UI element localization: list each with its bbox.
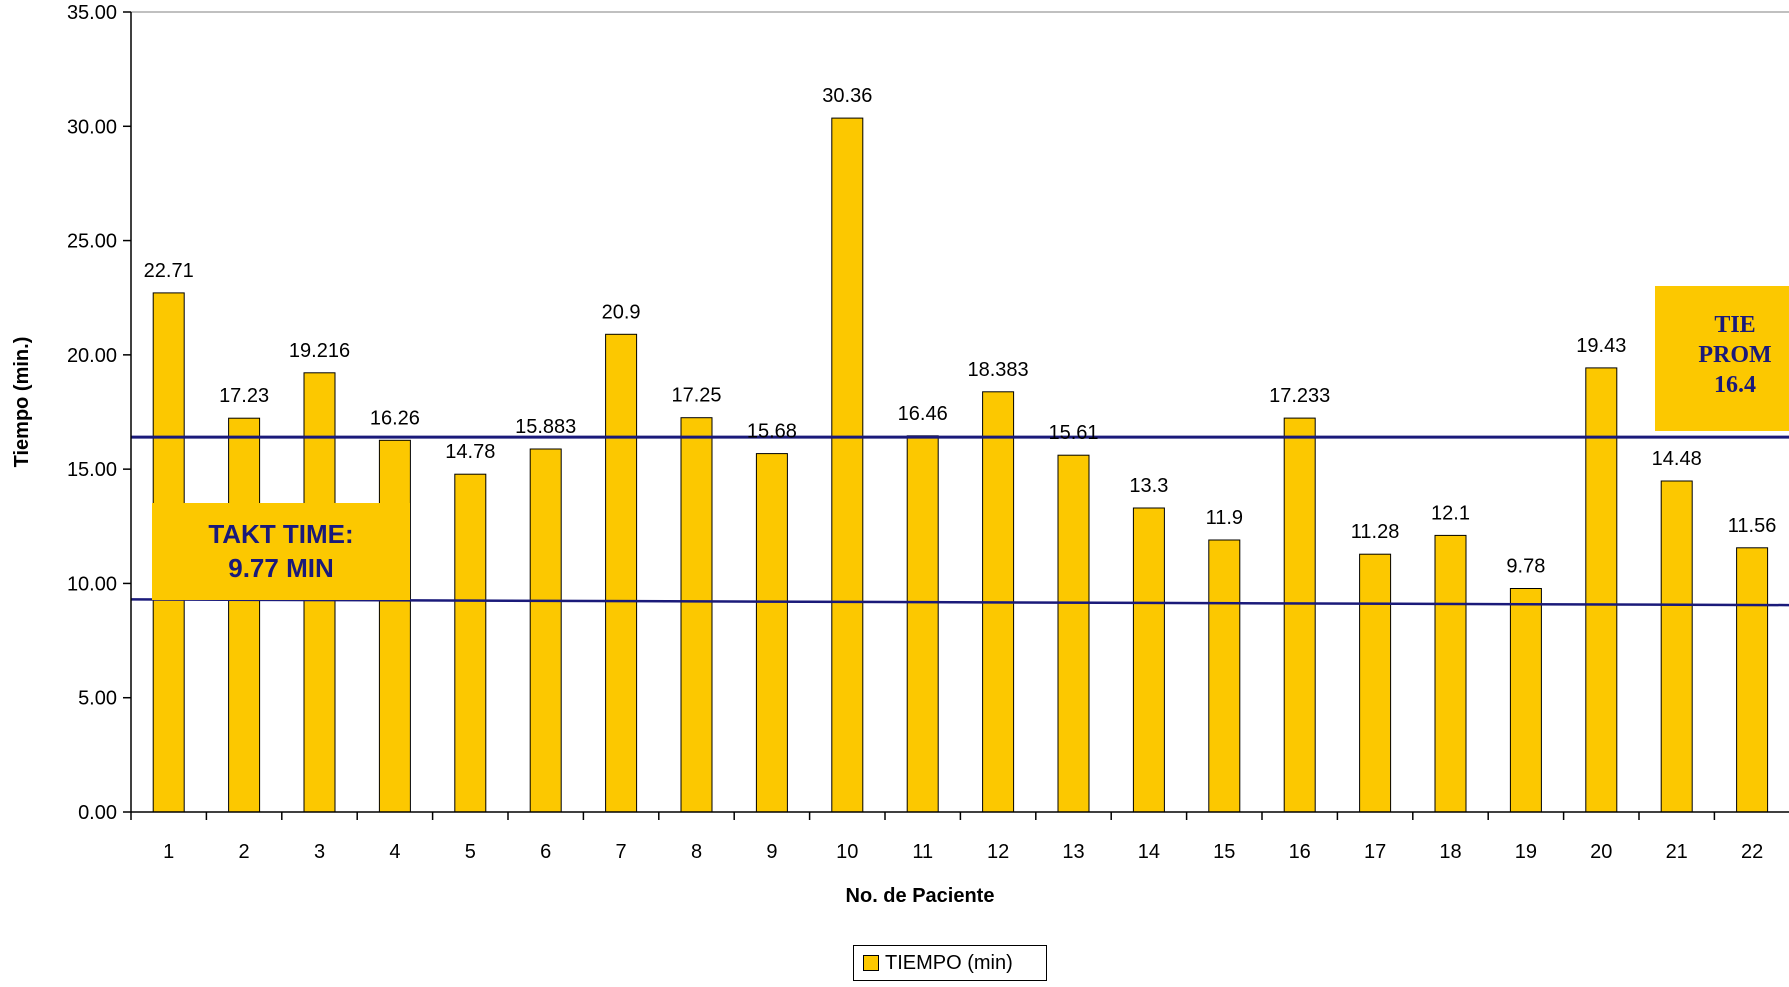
takt-time-label: TAKT TIME: <box>208 519 354 549</box>
average-time-value: 16.4 <box>1714 372 1756 398</box>
data-label-22: 11.56 <box>1728 515 1777 537</box>
data-label-21: 14.48 <box>1652 448 1702 470</box>
x-tick-label-3: 3 <box>314 841 325 863</box>
data-label-19: 9.78 <box>1506 556 1545 578</box>
data-label-9: 15.68 <box>747 421 797 443</box>
bar-21 <box>1660 480 1693 813</box>
x-tick-label-11: 11 <box>912 841 933 863</box>
bar-9 <box>755 453 788 813</box>
data-label-8: 17.25 <box>671 385 721 407</box>
bar-10 <box>831 117 864 813</box>
data-label-2: 17.23 <box>219 385 269 407</box>
y-tick-label-1: 5.00 <box>78 688 117 710</box>
legend-label: TIEMPO (min) <box>885 951 1013 974</box>
y-tick-label-4: 20.00 <box>67 345 117 367</box>
x-tick-label-5: 5 <box>465 841 476 863</box>
data-label-5: 14.78 <box>445 441 495 463</box>
x-tick-label-1: 1 <box>163 841 174 863</box>
data-label-20: 19.43 <box>1576 335 1626 357</box>
bars-layer <box>152 117 1769 813</box>
x-tick-label-14: 14 <box>1138 841 1160 863</box>
takt-time-line <box>130 598 1789 607</box>
x-tick-label-15: 15 <box>1213 841 1235 863</box>
y-tick-label-6: 30.00 <box>67 116 117 138</box>
legend-swatch <box>863 955 879 971</box>
x-tick-label-13: 13 <box>1062 841 1084 863</box>
y-tick-label-7: 35.00 <box>67 2 117 24</box>
bar-17 <box>1359 553 1392 813</box>
data-label-7: 20.9 <box>602 301 641 323</box>
bar-22 <box>1736 547 1769 813</box>
takt-time-annotation: TAKT TIME: 9.77 MIN <box>152 503 410 600</box>
bar-15 <box>1208 539 1241 813</box>
x-tick-label-17: 17 <box>1364 841 1386 863</box>
x-tick-label-7: 7 <box>616 841 627 863</box>
data-label-4: 16.26 <box>370 407 420 429</box>
x-tick-label-4: 4 <box>389 841 400 863</box>
x-tick-label-6: 6 <box>540 841 551 863</box>
x-tick-label-18: 18 <box>1439 841 1461 863</box>
bar-8 <box>680 417 713 813</box>
data-label-1: 22.71 <box>144 260 194 282</box>
reference-lines-layer <box>130 435 1789 607</box>
y-tick-label-0: 0.00 <box>78 802 117 824</box>
x-tick-label-12: 12 <box>987 841 1009 863</box>
x-axis-title: No. de Paciente <box>846 885 995 907</box>
x-tick-label-9: 9 <box>766 841 777 863</box>
data-label-14: 13.3 <box>1129 475 1168 497</box>
y-tick-label-5: 25.00 <box>67 231 117 253</box>
axes-layer <box>123 11 1789 820</box>
y-axis-title: Tiempo (min.) <box>11 337 33 468</box>
data-label-13: 15.61 <box>1048 422 1098 444</box>
takt-time-value: 9.77 MIN <box>228 553 334 583</box>
bar-7 <box>605 333 638 813</box>
x-tick-label-20: 20 <box>1590 841 1612 863</box>
x-tick-label-19: 19 <box>1515 841 1537 863</box>
bar-20 <box>1585 367 1618 813</box>
bar-18 <box>1434 534 1467 813</box>
bar-16 <box>1283 417 1316 813</box>
x-tick-label-22: 22 <box>1741 841 1763 863</box>
bar-11 <box>906 435 939 813</box>
bar-13 <box>1057 454 1090 813</box>
bar-19 <box>1509 588 1542 813</box>
y-tick-label-2: 10.00 <box>67 573 117 595</box>
y-tick-label-3: 15.00 <box>67 459 117 481</box>
data-label-15: 11.9 <box>1206 507 1243 529</box>
x-tick-label-16: 16 <box>1289 841 1311 863</box>
data-label-11: 16.46 <box>898 403 948 425</box>
bar-5 <box>454 473 487 813</box>
average-time-label-2: PROM <box>1698 342 1772 368</box>
chart-legend: TIEMPO (min) <box>853 945 1047 981</box>
x-tick-label-2: 2 <box>239 841 250 863</box>
data-label-6: 15.883 <box>515 416 576 438</box>
x-tick-label-10: 10 <box>836 841 858 863</box>
x-tick-label-21: 21 <box>1666 841 1688 863</box>
labels-layer: 22.71 17.23 19.216 16.26 14.78 15.883 20.9 17.2… <box>11 2 1776 907</box>
average-time-label-1: TIE <box>1714 312 1756 338</box>
data-label-18: 12.1 <box>1431 502 1470 524</box>
data-label-12: 18.383 <box>968 359 1029 381</box>
data-label-10: 30.36 <box>822 85 872 107</box>
data-label-16: 17.233 <box>1269 385 1330 407</box>
bar-4 <box>378 439 411 813</box>
data-label-17: 11.28 <box>1351 521 1400 543</box>
data-label-3: 19.216 <box>289 340 350 362</box>
x-tick-label-8: 8 <box>691 841 702 863</box>
bar-6 <box>529 448 562 813</box>
average-time-annotation: TIE PROM 16.4 <box>1655 286 1789 431</box>
bar-14 <box>1132 507 1165 813</box>
bar-2 <box>228 417 261 813</box>
